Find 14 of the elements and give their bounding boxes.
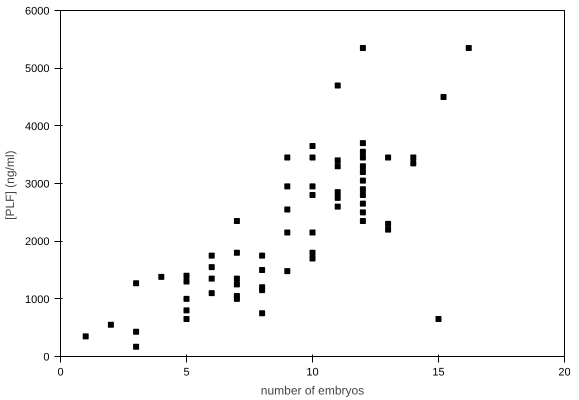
y-tick-label: 1000 [25,294,50,306]
y-tick-label: 5000 [25,63,50,76]
x-tick-label: 0 [57,366,64,378]
x-tick-label: 10 [306,366,319,378]
y-axis-title: [PLF] (ng/ml) [3,150,18,220]
x-tick-label: 5 [183,366,190,378]
y-tick-label: 2000 [25,236,50,248]
x-tick-label: 15 [432,366,445,378]
x-tick-label: 20 [558,366,571,378]
y-tick-label: 4000 [25,120,50,133]
y-tick-label: 6000 [25,6,50,18]
y-tick-label: 0 [43,352,50,364]
y-tick-label: 3000 [25,178,50,190]
x-axis-title: number of embryos [260,384,364,398]
